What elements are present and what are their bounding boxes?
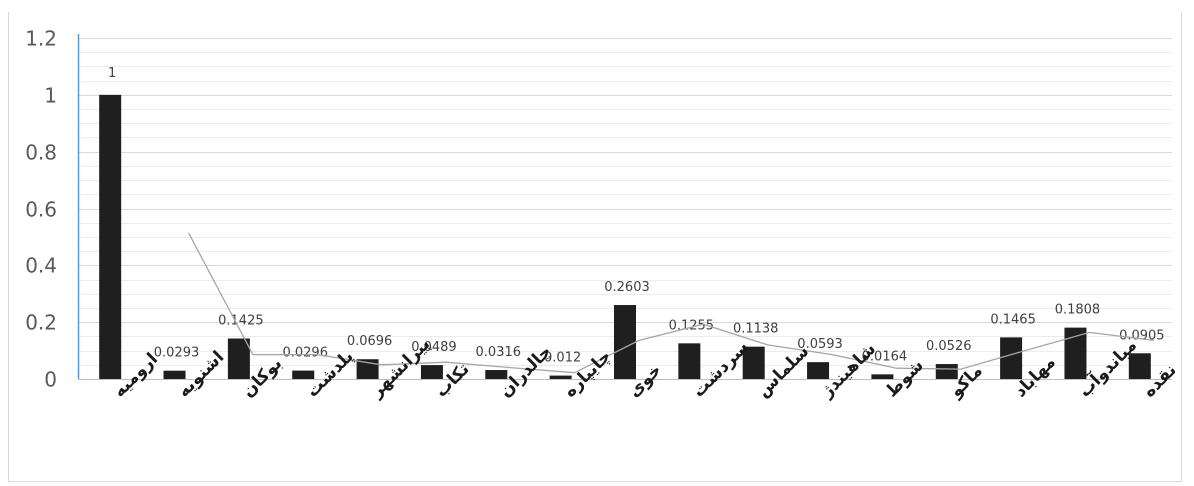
y-tick-label: 0.2 <box>25 311 57 335</box>
bar <box>807 362 830 379</box>
bar <box>420 365 443 379</box>
data-label: 0.2603 <box>604 280 650 295</box>
data-label: 0.012 <box>544 351 581 366</box>
bar <box>1064 327 1087 379</box>
y-tick-label: 0 <box>44 368 57 392</box>
bar <box>614 305 636 379</box>
data-label: 0.0316 <box>476 345 522 360</box>
data-label: 0.0489 <box>411 340 457 355</box>
y-tick-label: 0.4 <box>25 254 57 278</box>
data-label: 0.1808 <box>1055 303 1101 318</box>
data-label: 0.0296 <box>282 346 328 361</box>
data-label: 0.1465 <box>990 312 1036 327</box>
data-label: 0.1138 <box>733 322 779 337</box>
data-label: 0.0696 <box>347 334 393 349</box>
y-tick-label: 1 <box>44 84 57 108</box>
bar <box>292 370 315 379</box>
bar <box>485 370 508 379</box>
data-label: 0.0905 <box>1119 328 1165 343</box>
y-tick-label: 0.6 <box>25 198 57 222</box>
bar <box>871 374 894 379</box>
y-tick-label: 0.8 <box>25 141 57 165</box>
bar <box>1128 353 1151 379</box>
bar <box>549 375 572 379</box>
data-label: 0.0593 <box>797 337 843 352</box>
data-label: 0.1425 <box>218 314 264 329</box>
bar <box>678 343 701 379</box>
bar <box>1000 337 1023 379</box>
chart-frame <box>8 12 1182 482</box>
bar <box>935 364 958 379</box>
y-tick-label: 1.2 <box>25 27 57 51</box>
bar <box>99 94 122 379</box>
bar <box>356 359 379 379</box>
data-label: 0.0293 <box>154 346 200 361</box>
data-label: 1 <box>108 66 116 81</box>
bar <box>227 338 250 379</box>
data-label: 0.0164 <box>862 349 908 364</box>
bar <box>163 370 186 379</box>
bar <box>742 346 765 379</box>
trendline <box>187 232 1154 374</box>
data-label: 0.0526 <box>926 339 972 354</box>
